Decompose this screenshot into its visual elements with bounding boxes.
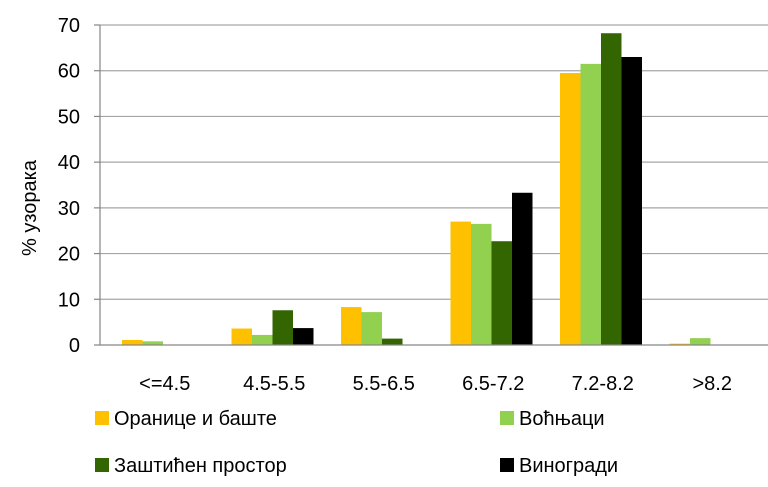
bar <box>669 343 690 345</box>
bar <box>231 328 252 345</box>
gridlines <box>100 24 768 300</box>
bar <box>580 63 601 345</box>
bar <box>122 339 143 345</box>
x-tick-label: >8.2 <box>693 373 732 395</box>
legend-swatch <box>95 411 109 425</box>
legend-label: Оранице и баште <box>114 408 277 430</box>
legend-label: Воћњаци <box>519 408 605 430</box>
bar <box>252 334 273 345</box>
legend-label: Виногради <box>519 455 618 477</box>
bar <box>621 57 642 345</box>
x-tick-label: 5.5-6.5 <box>353 373 415 395</box>
bar <box>560 73 581 345</box>
bar <box>601 33 622 345</box>
bar <box>512 192 533 345</box>
x-tick-label: 7.2-8.2 <box>572 373 634 395</box>
x-tick-label: <=4.5 <box>139 373 190 395</box>
y-tick-label: 40 <box>58 152 80 174</box>
bar <box>361 312 382 345</box>
bar <box>491 241 512 345</box>
y-tick-label: 10 <box>58 289 80 311</box>
y-axis-title: % узорака <box>19 159 41 256</box>
bar <box>341 307 362 345</box>
bar <box>471 223 492 345</box>
axes <box>94 24 768 346</box>
bar <box>293 328 314 345</box>
bar <box>382 338 403 345</box>
legend: Оранице и баште Воћњаци Заштићен простор Ви… <box>95 408 618 477</box>
bar <box>272 310 293 345</box>
legend-swatch <box>500 411 514 425</box>
bar <box>690 338 711 345</box>
y-tick-label: 0 <box>69 335 80 357</box>
bars <box>122 33 711 345</box>
y-tick-label: 50 <box>58 106 80 128</box>
x-tick-label: 6.5-7.2 <box>462 373 524 395</box>
legend-swatch <box>95 458 109 472</box>
y-tick-label: 30 <box>58 198 80 220</box>
legend-swatch <box>500 458 514 472</box>
y-tick-label: 60 <box>58 61 80 83</box>
y-tick-labels: 0 10 20 30 40 50 60 70 <box>58 15 80 357</box>
x-tick-label: 4.5-5.5 <box>243 373 305 395</box>
x-tick-labels: <=4.5 4.5-5.5 5.5-6.5 6.5-7.2 7.2-8.2 >8.2 <box>139 373 732 395</box>
y-tick-label: 70 <box>58 15 80 37</box>
legend-label: Заштићен простор <box>114 455 287 477</box>
bar <box>142 341 163 345</box>
y-tick-label: 20 <box>58 244 80 266</box>
bar <box>450 221 471 345</box>
